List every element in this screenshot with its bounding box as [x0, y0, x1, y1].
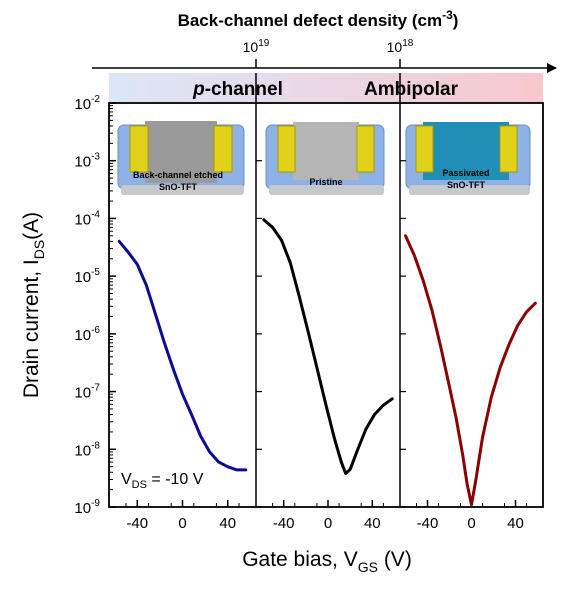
- x-tick-label: 0: [467, 515, 475, 532]
- svg-text:p-channel: p-channel: [192, 79, 283, 100]
- defect-tick-label-2: 1018: [387, 38, 414, 55]
- svg-text:VDS = -10 V: VDS = -10 V: [121, 471, 204, 491]
- inset-label-etched-line2: SnO-TFT: [159, 182, 197, 192]
- x-tick-label: -40: [126, 515, 148, 532]
- inset-label-passivated-line2: SnO-TFT: [447, 180, 485, 190]
- y-tick-label: 10-7: [74, 383, 100, 402]
- transfer-curve-panel-3: [404, 234, 537, 507]
- svg-text:1018: 1018: [387, 38, 414, 55]
- svg-text:Drain current, IDS(A): Drain current, IDS(A): [20, 212, 47, 398]
- region-band: [109, 73, 543, 103]
- defect-axis-title: Back-channel defect density (cm-3): [178, 8, 459, 30]
- device-inset-pristine: Pristine: [265, 122, 385, 195]
- defect-tick-label-1: 1019: [243, 38, 270, 55]
- y-tick-label: 10-5: [74, 267, 100, 286]
- x-axis-title: Gate bias, VGS (V): [242, 548, 412, 575]
- y-tick-label: 10-2: [74, 94, 100, 113]
- y-axis-title: Drain current, IDS(A): [20, 212, 47, 398]
- y-tick-label: 10-9: [74, 498, 100, 517]
- transfer-curve-panel-2: [262, 218, 394, 475]
- x-tick-label: 0: [178, 515, 186, 532]
- region-label-ambipolar: Ambipolar: [364, 79, 459, 100]
- device-inset-etched: Back-channel etched SnO-TFT: [117, 121, 245, 195]
- inset-label-pristine: Pristine: [309, 177, 342, 187]
- x-tick-label: 0: [324, 515, 332, 532]
- svg-text:Gate bias, VGS (V): Gate bias, VGS (V): [242, 548, 412, 575]
- y-axis: 10-2 10-3 10-4 10-5 10-6 10-7 10-8 10-9: [74, 94, 406, 517]
- y-tick-label: 10-8: [74, 440, 100, 459]
- svg-text:Back-channel defect density (c: Back-channel defect density (cm-3): [178, 8, 459, 30]
- vds-annotation: VDS = -10 V: [121, 471, 204, 491]
- transfer-curve-panel-1: [117, 239, 248, 472]
- inset-label-etched-line1: Back-channel etched: [133, 170, 223, 180]
- defect-axis-title-suffix: ): [453, 11, 459, 30]
- curves: [117, 218, 537, 507]
- svg-text:1019: 1019: [243, 38, 270, 55]
- y-tick-label: 10-4: [74, 209, 100, 228]
- x-tick-label: -40: [417, 515, 439, 532]
- plot-frame: [108, 102, 544, 508]
- y-tick-label: 10-6: [74, 325, 100, 344]
- x-tick-label: 40: [219, 515, 236, 532]
- device-inset-passivated: Passivated SnO-TFT: [405, 122, 531, 195]
- x-axis: -40 0 40 -40 0 40 -40 0 40: [125, 500, 527, 532]
- x-tick-label: -40: [273, 515, 295, 532]
- x-tick-label: 40: [364, 515, 381, 532]
- x-tick-label: 40: [507, 515, 524, 532]
- region-label-p-channel: p-channel: [192, 79, 283, 100]
- defect-axis-title-text: Back-channel defect density (cm: [178, 11, 443, 30]
- inset-label-passivated-line1: Passivated: [442, 168, 489, 178]
- y-tick-label: 10-3: [74, 152, 100, 171]
- defect-axis-title-superscript: -3: [442, 8, 453, 22]
